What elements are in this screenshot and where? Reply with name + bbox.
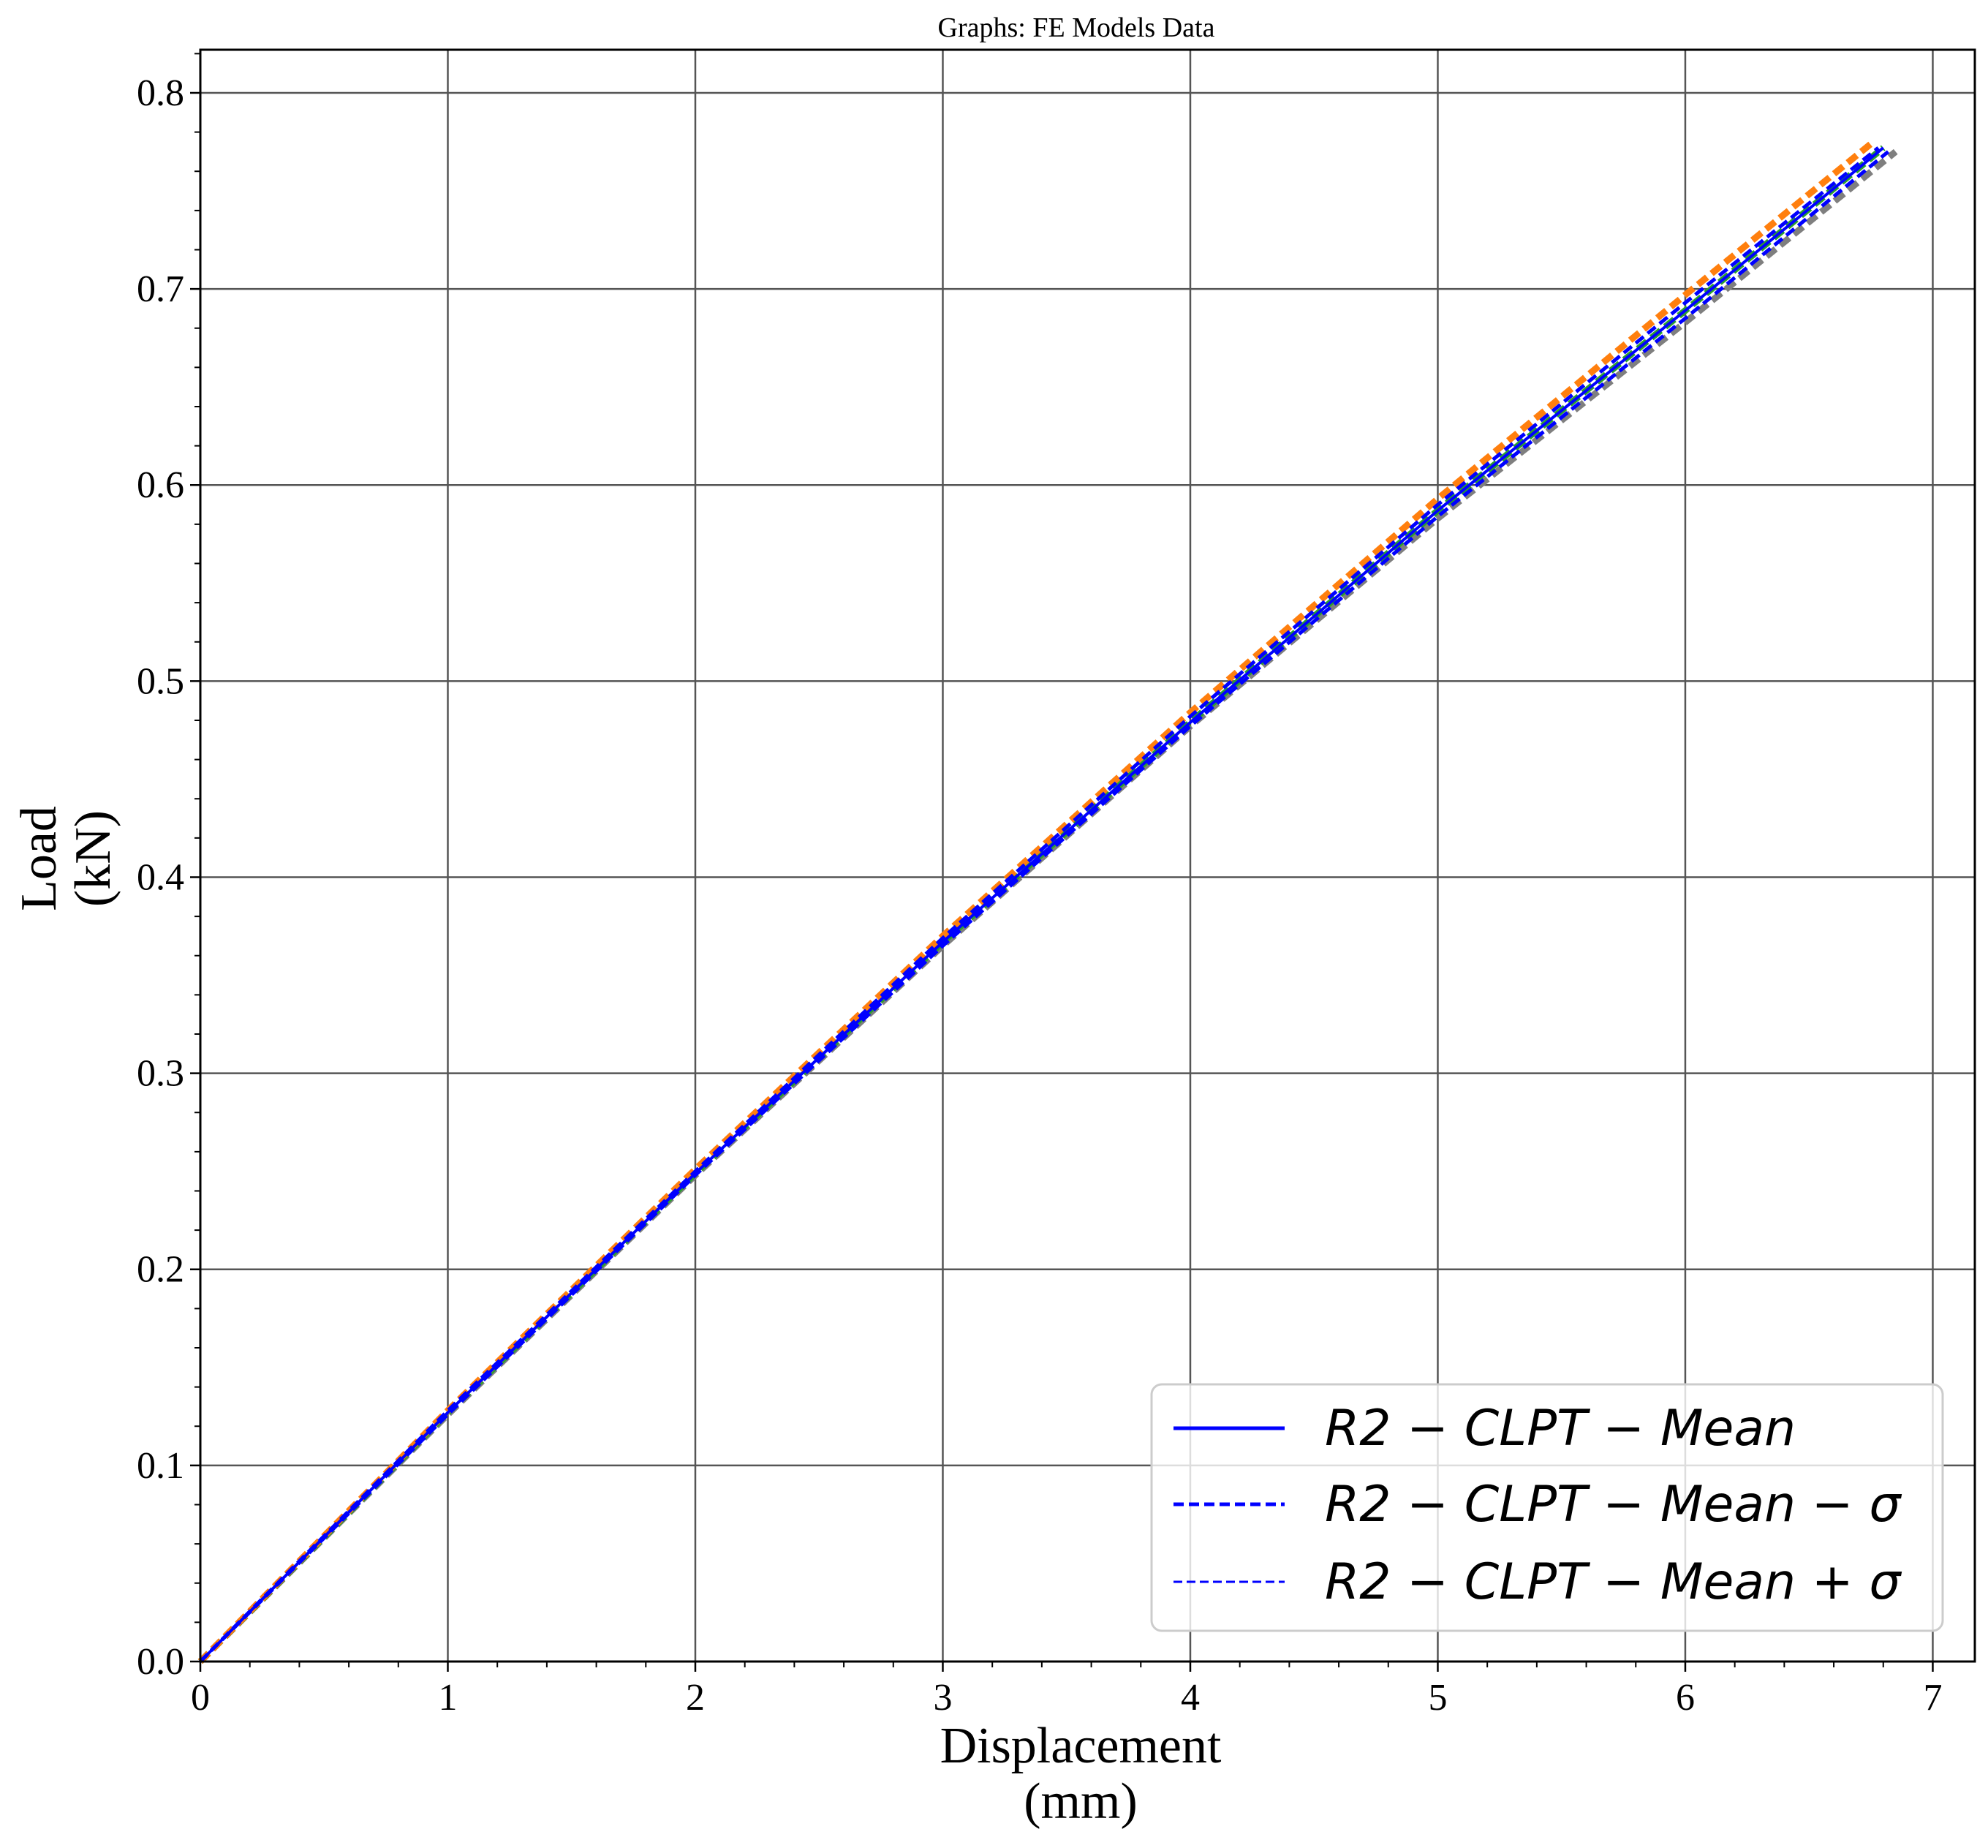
y-tick-labels: 0.0 0.1 0.2 0.3 0.4 0.5 0.6 0.7 0.8 (137, 72, 184, 1683)
y-tick-label: 0.7 (137, 268, 184, 310)
x-tick-label: 0 (191, 1677, 210, 1719)
legend-box (1150, 1383, 1944, 1632)
y-tick-label: 0.8 (137, 72, 184, 114)
y-tick-label: 0.4 (137, 856, 184, 898)
x-tick-label: 6 (1676, 1677, 1695, 1719)
series-line-3 (199, 146, 1880, 1663)
x-tick-label: 4 (1181, 1677, 1200, 1719)
plot-frame (199, 48, 1976, 1663)
series-line-2 (197, 141, 1873, 1664)
chart-title: Graphs: FE Models Data (938, 12, 1215, 43)
x-axis-label-line2: (mm) (1024, 1773, 1138, 1830)
y-axis-label-line1: Load (11, 806, 67, 911)
x-tick-label: 7 (1923, 1677, 1942, 1719)
y-tick-label: 0.2 (137, 1249, 184, 1291)
x-tick-labels: 0 1 2 3 4 5 6 7 (191, 1677, 1942, 1719)
x-axis-label-line1: Displacement (940, 1718, 1222, 1774)
x-tick-label: 3 (933, 1677, 952, 1719)
x-tick-label: 1 (438, 1677, 457, 1719)
legend-label-mean-minus-sigma: R2 − CLPT − Mean − σ (1325, 1476, 1902, 1534)
legend-label-mean: R2 − CLPT − Mean (1325, 1400, 1796, 1457)
y-tick-label: 0.1 (137, 1445, 184, 1487)
series-line-5 (199, 146, 1885, 1663)
y-axis-label-line2: (kN) (65, 810, 121, 907)
y-tick-label: 0.5 (137, 660, 184, 702)
legend-label-mean-plus-sigma: R2 − CLPT − Mean + σ (1325, 1553, 1902, 1611)
series-layer (197, 141, 1898, 1664)
x-tick-label: 5 (1428, 1677, 1447, 1719)
major-ticks (190, 91, 1934, 1672)
y-tick-label: 0.6 (137, 464, 184, 506)
minor-ticks (194, 53, 1884, 1667)
y-tick-label: 0.3 (137, 1053, 184, 1095)
legend: R2 − CLPT − Mean R2 − CLPT − Mean − σ R2… (1150, 1383, 1944, 1632)
x-tick-label: 2 (686, 1677, 705, 1719)
y-tick-label: 0.0 (137, 1641, 184, 1683)
